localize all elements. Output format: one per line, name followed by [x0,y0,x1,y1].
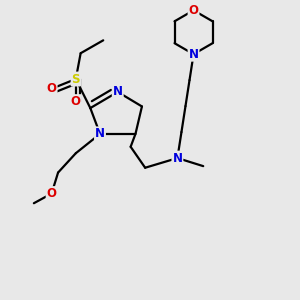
Text: N: N [188,48,199,61]
Text: O: O [46,82,57,95]
Text: N: N [172,152,182,165]
Text: N: N [113,85,123,98]
Text: S: S [72,73,80,85]
Text: O: O [71,95,81,108]
Text: O: O [46,187,57,200]
Text: N: N [95,128,105,140]
Text: O: O [188,4,199,17]
